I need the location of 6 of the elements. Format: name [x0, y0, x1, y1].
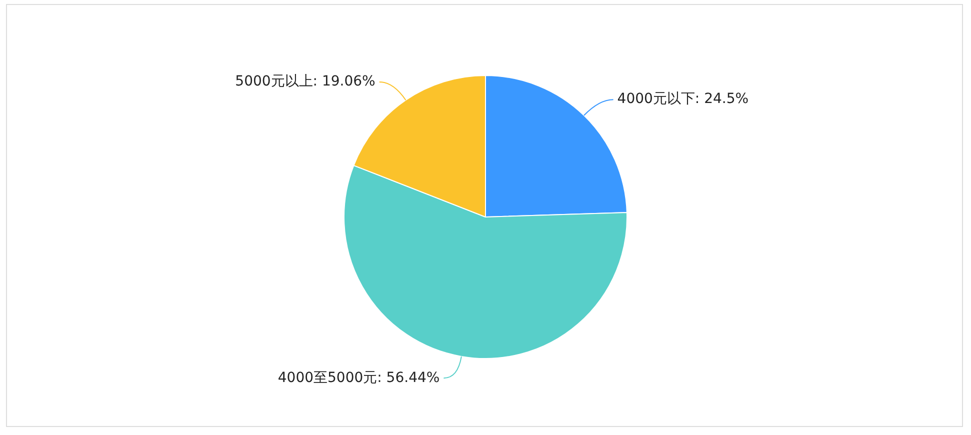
slice-label: 4000至5000元	[278, 370, 378, 386]
data-label: : 56.44%	[377, 370, 440, 386]
data-label: : 19.06%	[312, 74, 376, 90]
slice-label: 4000元以下	[617, 91, 695, 108]
slice-label: 5000元以上	[235, 74, 313, 90]
data-label: : 24.5%	[694, 91, 749, 108]
